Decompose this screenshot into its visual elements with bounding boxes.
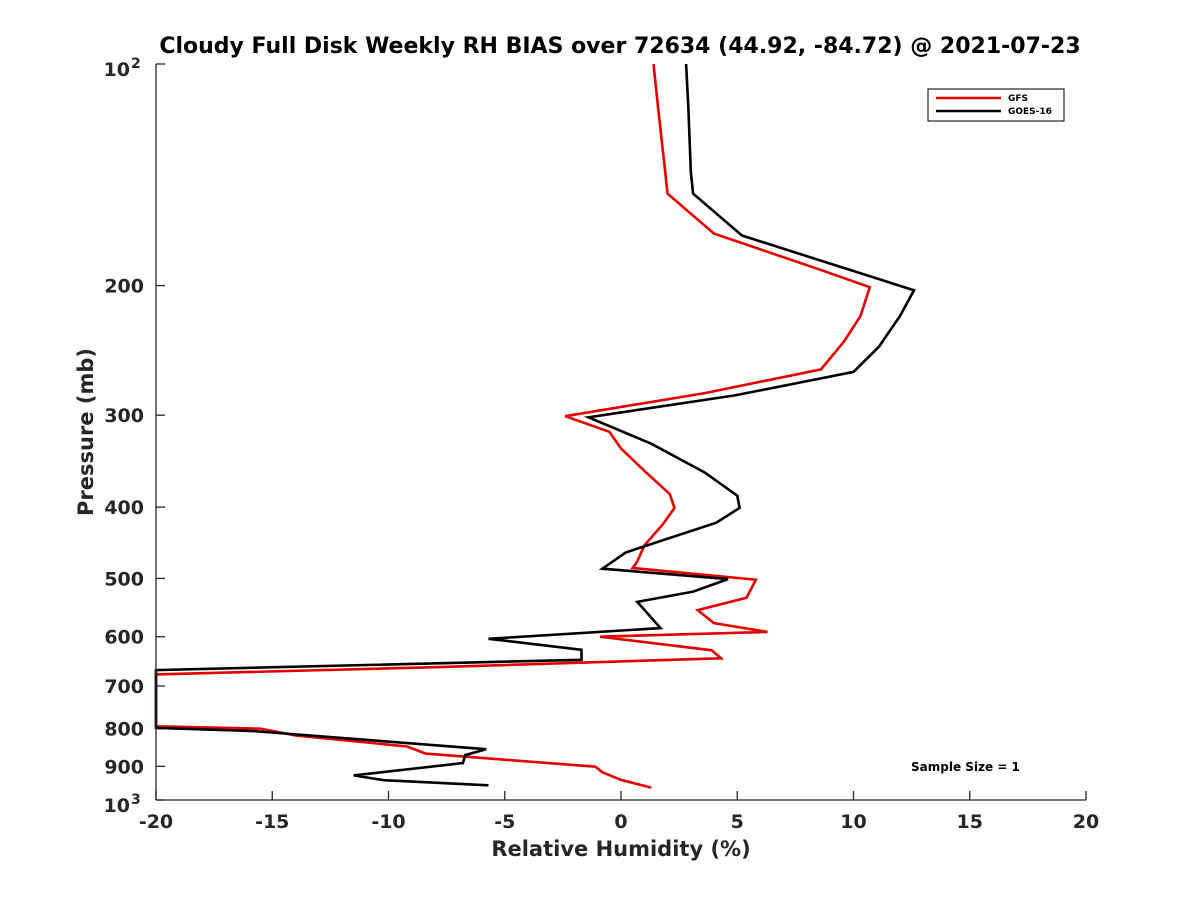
x-tick-label: -10 (371, 811, 405, 833)
x-tick-label: 20 (1073, 811, 1099, 833)
x-tick-label: 0 (614, 811, 627, 833)
y-tick-base: 300 (104, 405, 144, 427)
legend-box (927, 88, 1065, 122)
y-tick-label: 600 (104, 627, 144, 649)
y-tick-label: 500 (104, 568, 144, 590)
y-axis-label: Pressure (mb) (74, 348, 98, 516)
y-tick-base: 800 (104, 719, 144, 741)
sample-size-annotation: Sample Size = 1 (911, 760, 1020, 774)
x-tick-label: 15 (957, 811, 983, 833)
y-tick-base: 10 (104, 59, 130, 81)
y-tick-label: 200 (104, 276, 144, 298)
legend: GFS GOES-16 (927, 88, 1065, 122)
legend-label-gfs: GFS (1008, 94, 1028, 104)
y-tick-base: 900 (104, 756, 144, 778)
x-tick-label: 10 (840, 811, 866, 833)
y-tick-exponent: 3 (131, 792, 141, 808)
y-tick-label: 10 (104, 795, 130, 817)
y-tick-base: 500 (104, 568, 144, 590)
series-layer (154, 63, 916, 789)
y-tick-label: 10 (104, 59, 130, 81)
chart-title: Cloudy Full Disk Weekly RH BIAS over 726… (159, 34, 1080, 59)
x-axis: -20 -15 -10 -5 0 5 10 15 20 (139, 791, 1099, 833)
y-tick-label: 400 (104, 497, 144, 519)
y-tick-base: 200 (104, 276, 144, 298)
y-tick-exponent: 2 (131, 56, 141, 72)
x-tick-label: -5 (494, 811, 515, 833)
series-line-goes-16 (154, 63, 916, 787)
x-tick-label: 5 (731, 811, 744, 833)
y-tick-label: 800 (104, 719, 144, 741)
x-tick-label: -15 (255, 811, 289, 833)
y-tick-label: 300 (104, 405, 144, 427)
y-tick-base: 700 (104, 676, 144, 698)
legend-label-goes-16: GOES-16 (1008, 107, 1052, 117)
y-tick-label: 700 (104, 676, 144, 698)
y-tick-base: 400 (104, 497, 144, 519)
y-tick-label: 900 (104, 756, 144, 778)
x-axis-label: Relative Humidity (%) (491, 837, 750, 861)
y-tick-base: 10 (104, 795, 130, 817)
y-tick-base: 600 (104, 627, 144, 649)
x-tick-label: -20 (139, 811, 173, 833)
